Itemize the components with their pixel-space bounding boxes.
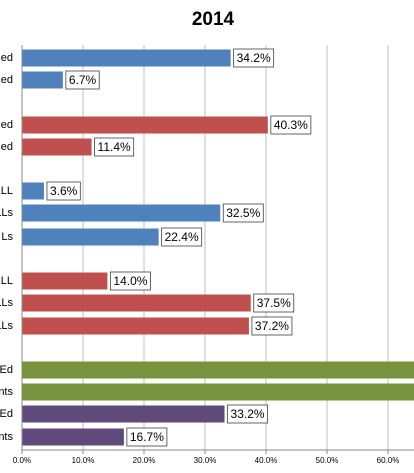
category-label: Ed [0,408,13,420]
bar [22,317,249,335]
x-tick-label: 0.0% [13,456,31,465]
bar [22,138,92,156]
category-label: ELL [0,275,13,287]
bar [22,49,231,67]
x-tick-label: 60.0% [377,456,400,465]
x-tick-label: 20.0% [133,456,156,465]
value-label: 3.6% [50,184,78,198]
bar [22,182,44,200]
bar [22,228,159,246]
bar [22,71,63,89]
value-label-box [227,404,268,424]
category-label: ed [1,74,13,86]
value-label: 32.5% [226,206,260,220]
bar [22,383,414,401]
value-label: 11.4% [98,140,131,154]
category-label: ed [1,119,13,131]
value-label: 6.7% [69,73,97,87]
x-tick-label: 10.0% [72,456,95,465]
value-label: 34.2% [237,51,271,65]
bar [22,405,225,423]
value-label-box [65,70,100,90]
chart-title: 2014 [192,9,235,30]
x-tick-label: 50.0% [316,456,339,465]
value-label: 22.4% [165,230,199,244]
value-label-box [222,203,264,223]
category-label: nts [0,386,13,398]
category-label: ed [1,52,13,64]
value-label-box [233,48,275,68]
value-label: 14.0% [113,274,147,288]
x-tick-label: 30.0% [194,456,217,465]
value-label: 37.2% [255,319,289,333]
value-label-box [46,181,81,201]
category-label: LLs [0,207,13,219]
value-label: 33.2% [231,407,265,421]
value-label: 16.7% [130,430,164,444]
value-label-box [161,227,203,247]
value-label: 40.3% [274,118,308,132]
x-tick-label: 40.0% [255,456,278,465]
bar [22,116,268,134]
value-label-box [110,271,151,291]
value-label-box [126,427,168,447]
category-label: ed [1,141,13,153]
category-label: LLs [0,297,13,309]
bar [22,204,221,222]
value-label-box [251,316,293,336]
bar [22,361,414,379]
category-label: nts [0,431,13,443]
value-label-box [94,137,135,157]
category-label: Ls [1,231,13,243]
category-label: Ed [0,364,13,376]
value-label-box [253,293,295,313]
category-label: LLs [0,320,13,332]
bar [22,294,251,312]
value-label: 37.5% [257,296,291,310]
category-label: ELL [0,185,13,197]
bar [22,428,124,446]
bar [22,272,108,290]
value-label-box [270,115,312,135]
